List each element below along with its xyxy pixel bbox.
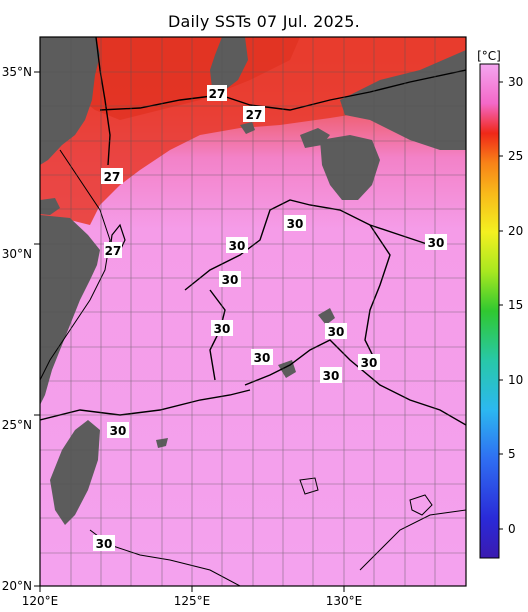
japan-honshu xyxy=(340,50,466,150)
colorbar-gradient xyxy=(479,63,500,559)
lat-lon-grid xyxy=(40,37,466,586)
isotherm-30-a xyxy=(184,199,431,291)
svg-text:30: 30 xyxy=(214,322,231,336)
isotherm-label-30-10: 30 xyxy=(107,422,129,438)
svg-text:30: 30 xyxy=(229,239,246,253)
svg-text:27: 27 xyxy=(209,87,226,101)
isotherm-label-30-8: 30 xyxy=(358,354,380,370)
isotherm-30-b xyxy=(364,224,391,361)
isotherm-30-eddy xyxy=(409,494,433,516)
lon-label-130: 130°E xyxy=(326,594,363,608)
svg-text:30: 30 xyxy=(110,424,127,438)
isotherm-label-30-1: 30 xyxy=(284,215,306,231)
china-coast-north xyxy=(40,37,100,165)
isotherm-30-d xyxy=(244,339,466,426)
colorbar-tick-0: 0 xyxy=(508,522,516,536)
isotherm-label-30-2: 30 xyxy=(226,237,248,253)
lat-label-35: 35°N xyxy=(2,65,32,79)
svg-text:30: 30 xyxy=(287,217,304,231)
colorbar-tick-20: 20 xyxy=(508,224,523,238)
axis-ticks xyxy=(34,71,345,592)
map-title: Daily SSTs 07 Jul. 2025. xyxy=(168,12,360,31)
svg-text:30: 30 xyxy=(254,351,271,365)
china-coast-south xyxy=(40,215,100,405)
isotherm-label-30-5: 30 xyxy=(211,320,233,336)
japan-island-west xyxy=(300,128,330,148)
lat-label-20: 20°N xyxy=(2,579,32,593)
japan-kyushu xyxy=(320,135,380,200)
map-frame xyxy=(39,36,467,587)
isotherm-label-30-6: 30 xyxy=(325,323,347,339)
svg-text:30: 30 xyxy=(222,273,239,287)
isotherm-27-north xyxy=(99,69,466,111)
island-jeju xyxy=(240,122,255,134)
colorbar-tick-30: 30 xyxy=(508,75,523,89)
colorbar: [°C] 30 25 20 15 10 5 0 xyxy=(477,49,523,559)
colorbar-tick-10: 10 xyxy=(508,373,523,387)
colorbar-tick-5: 5 xyxy=(508,447,516,461)
colorbar-tick-15: 15 xyxy=(508,298,523,312)
isotherm-label-30-3: 30 xyxy=(425,234,447,250)
isotherm-27-west xyxy=(95,37,111,166)
colorbar-unit: [°C] xyxy=(477,49,501,63)
colorbar-tick-25: 25 xyxy=(508,149,523,163)
svg-text:30: 30 xyxy=(96,537,113,551)
svg-text:27: 27 xyxy=(246,108,263,122)
korea-peninsula xyxy=(210,37,248,90)
isotherm-label-30-7: 30 xyxy=(251,349,273,365)
lon-label-125: 125°E xyxy=(174,594,211,608)
svg-text:30: 30 xyxy=(361,356,378,370)
lat-label-30: 30°N xyxy=(2,247,32,261)
svg-text:27: 27 xyxy=(104,170,121,184)
isotherm-30-e xyxy=(40,389,251,421)
isotherm-label-27-korea: 27 xyxy=(207,85,227,101)
svg-text:30: 30 xyxy=(428,236,445,250)
isotherm-label-27-jeju-strait: 27 xyxy=(243,106,265,122)
lat-label-25: 25°N xyxy=(2,418,32,432)
svg-text:30: 30 xyxy=(328,325,345,339)
isotherm-label-27-estuary: 27 xyxy=(104,242,122,258)
isotherm-30-eddy-2 xyxy=(299,477,319,495)
isotherm-label-27-west: 27 xyxy=(101,168,123,184)
svg-text:27: 27 xyxy=(105,244,122,258)
isotherm-label-30-11: 30 xyxy=(93,535,115,551)
lon-label-120: 120°E xyxy=(22,594,59,608)
isotherm-label-30-9: 30 xyxy=(320,367,342,383)
isotherm-labels: 27 27 27 27 30 30 30 30 30 30 30 30 30 3… xyxy=(93,85,447,551)
island-zhoushan xyxy=(40,198,60,215)
isotherm-30-se xyxy=(359,509,466,571)
isotherm-28-coastal xyxy=(40,149,111,381)
svg-text:30: 30 xyxy=(323,369,340,383)
taiwan xyxy=(50,420,100,525)
colorbar-ticks xyxy=(499,81,503,530)
isotherm-label-30-4: 30 xyxy=(219,271,241,287)
